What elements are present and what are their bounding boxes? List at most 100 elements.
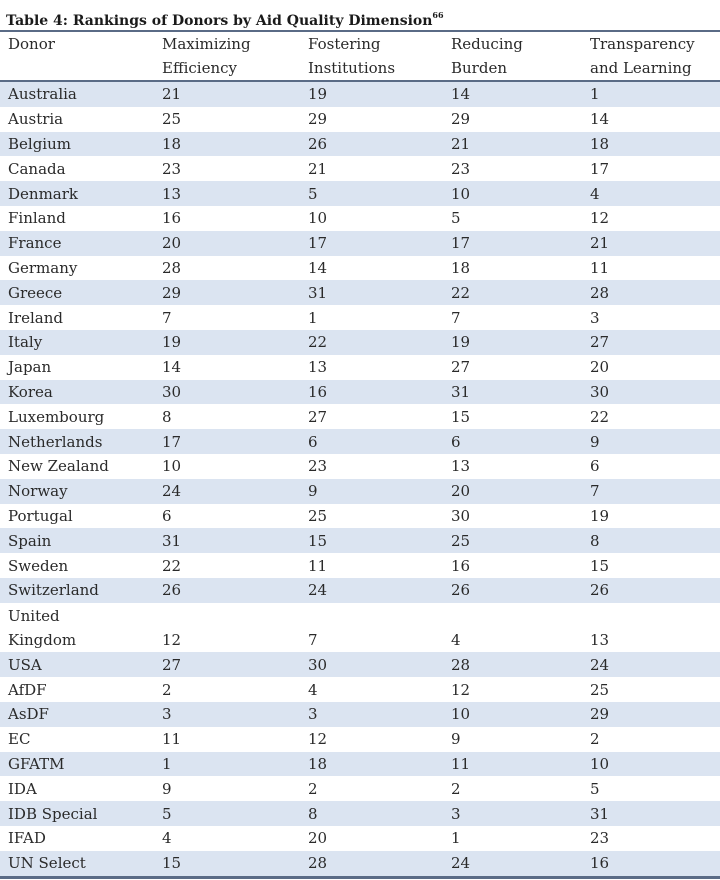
header-donor-text: Donor bbox=[8, 35, 55, 53]
rank-cell: 13 bbox=[582, 602, 720, 653]
table-body: Australia 21 19 14 1 Austria 25 29 29 14 Belgium 18… bbox=[0, 81, 720, 876]
table-row: AsDF 3 3 10 29 bbox=[0, 701, 720, 727]
table-row: UN Select 15 28 24 16 bbox=[0, 850, 720, 876]
rank-cell: 15 bbox=[154, 850, 300, 876]
table-row: Korea 30 16 31 30 bbox=[0, 379, 720, 405]
rank-cell: 3 bbox=[443, 801, 582, 826]
donor-name-cell: Italy bbox=[0, 329, 154, 355]
table-row: Austria 25 29 29 14 bbox=[0, 106, 720, 132]
table-row: Germany 28 14 18 11 bbox=[0, 255, 720, 281]
donor-name-cell: Finland bbox=[0, 205, 154, 231]
table-row: IDA 9 2 2 5 bbox=[0, 776, 720, 802]
rank-cell: 2 bbox=[154, 677, 300, 702]
table-row: Japan 14 13 27 20 bbox=[0, 354, 720, 380]
rank-cell: 13 bbox=[443, 453, 582, 479]
rank-cell: 30 bbox=[154, 379, 300, 405]
rank-cell: 27 bbox=[154, 652, 300, 678]
table-row: EC 11 12 9 2 bbox=[0, 726, 720, 752]
donor-name-cell: AfDF bbox=[0, 677, 154, 702]
rank-cell: 20 bbox=[154, 230, 300, 256]
rank-cell: 16 bbox=[582, 850, 720, 876]
header-line: Maximizing bbox=[162, 35, 251, 53]
donor-name-cell: AsDF bbox=[0, 701, 154, 727]
table-row: Finland 16 10 5 12 bbox=[0, 205, 720, 231]
table-row: AfDF 2 4 12 25 bbox=[0, 677, 720, 702]
rank-cell: 8 bbox=[582, 528, 720, 554]
rank-cell: 6 bbox=[582, 453, 720, 479]
rank-cell: 4 bbox=[582, 181, 720, 206]
rank-cell: 21 bbox=[154, 81, 300, 107]
rank-cell: 2 bbox=[443, 776, 582, 802]
rank-cell: 26 bbox=[300, 131, 443, 157]
donor-name-cell: Denmark bbox=[0, 181, 154, 206]
rank-cell: 9 bbox=[582, 429, 720, 454]
rank-cell: 30 bbox=[443, 503, 582, 529]
rank-cell: 21 bbox=[582, 230, 720, 256]
table-row: New Zealand 10 23 13 6 bbox=[0, 453, 720, 479]
rank-cell: 31 bbox=[443, 379, 582, 405]
rank-cell: 10 bbox=[443, 181, 582, 206]
header-donor: Donor bbox=[0, 32, 154, 81]
donor-name-cell: Luxembourg bbox=[0, 404, 154, 430]
rank-cell: 19 bbox=[154, 329, 300, 355]
donor-name-cell: Japan bbox=[0, 354, 154, 380]
rank-cell: 7 bbox=[582, 478, 720, 504]
rank-cell: 14 bbox=[154, 354, 300, 380]
rank-cell: 22 bbox=[154, 553, 300, 578]
rank-cell: 27 bbox=[300, 404, 443, 430]
donor-name-cell: France bbox=[0, 230, 154, 256]
rank-cell: 15 bbox=[443, 404, 582, 430]
rank-cell: 29 bbox=[582, 701, 720, 727]
rank-cell: 9 bbox=[154, 776, 300, 802]
donor-name-cell: IDA bbox=[0, 776, 154, 802]
rank-cell: 31 bbox=[154, 528, 300, 554]
donor-name-cell: USA bbox=[0, 652, 154, 678]
table-row: Portugal 6 25 30 19 bbox=[0, 503, 720, 529]
rank-cell: 16 bbox=[443, 553, 582, 578]
rank-cell: 1 bbox=[154, 751, 300, 777]
rank-cell: 18 bbox=[582, 131, 720, 157]
rank-cell: 31 bbox=[582, 801, 720, 826]
footnote-marker: 66 bbox=[432, 10, 444, 20]
rank-cell: 30 bbox=[300, 652, 443, 678]
donor-name-cell: Austria bbox=[0, 106, 154, 132]
donor-rankings-table: Donor Maximizing Efficiency Fostering Inst… bbox=[0, 32, 720, 876]
table-row: GFATM 1 18 11 10 bbox=[0, 751, 720, 777]
rank-cell: 1 bbox=[443, 825, 582, 851]
rank-cell: 25 bbox=[443, 528, 582, 554]
rank-cell: 19 bbox=[582, 503, 720, 529]
rank-cell: 14 bbox=[300, 255, 443, 281]
donor-name-cell: Greece bbox=[0, 280, 154, 306]
rank-cell: 26 bbox=[154, 577, 300, 603]
rank-cell: 22 bbox=[300, 329, 443, 355]
donor-name-cell: Ireland bbox=[0, 305, 154, 330]
rank-cell: 24 bbox=[154, 478, 300, 504]
rank-cell: 19 bbox=[300, 81, 443, 107]
rank-cell: 22 bbox=[582, 404, 720, 430]
rank-cell: 3 bbox=[582, 305, 720, 330]
header-line: Fostering bbox=[308, 35, 381, 53]
header-line: Institutions bbox=[308, 59, 396, 77]
rank-cell: 11 bbox=[300, 553, 443, 578]
table-row: Italy 19 22 19 27 bbox=[0, 329, 720, 355]
donor-name-cell: IFAD bbox=[0, 825, 154, 851]
rank-cell: 12 bbox=[443, 677, 582, 702]
header-fostering-institutions: Fostering Institutions bbox=[300, 32, 443, 81]
rank-cell: 13 bbox=[300, 354, 443, 380]
rank-cell: 2 bbox=[582, 726, 720, 752]
rank-cell: 5 bbox=[443, 205, 582, 231]
rank-cell: 5 bbox=[300, 181, 443, 206]
table-row: Netherlands 17 6 6 9 bbox=[0, 429, 720, 454]
bottom-rule bbox=[0, 876, 720, 879]
rank-cell: 14 bbox=[582, 106, 720, 132]
table-row: IDB Special 5 8 3 31 bbox=[0, 801, 720, 826]
donor-name-cell: EC bbox=[0, 726, 154, 752]
donor-name-cell: Spain bbox=[0, 528, 154, 554]
rank-cell: 25 bbox=[582, 677, 720, 702]
rank-cell: 4 bbox=[300, 677, 443, 702]
rank-cell: 16 bbox=[300, 379, 443, 405]
rank-cell: 20 bbox=[582, 354, 720, 380]
donor-name-cell: Germany bbox=[0, 255, 154, 281]
rank-cell: 10 bbox=[300, 205, 443, 231]
header-reducing-burden: Reducing Burden bbox=[443, 32, 582, 81]
